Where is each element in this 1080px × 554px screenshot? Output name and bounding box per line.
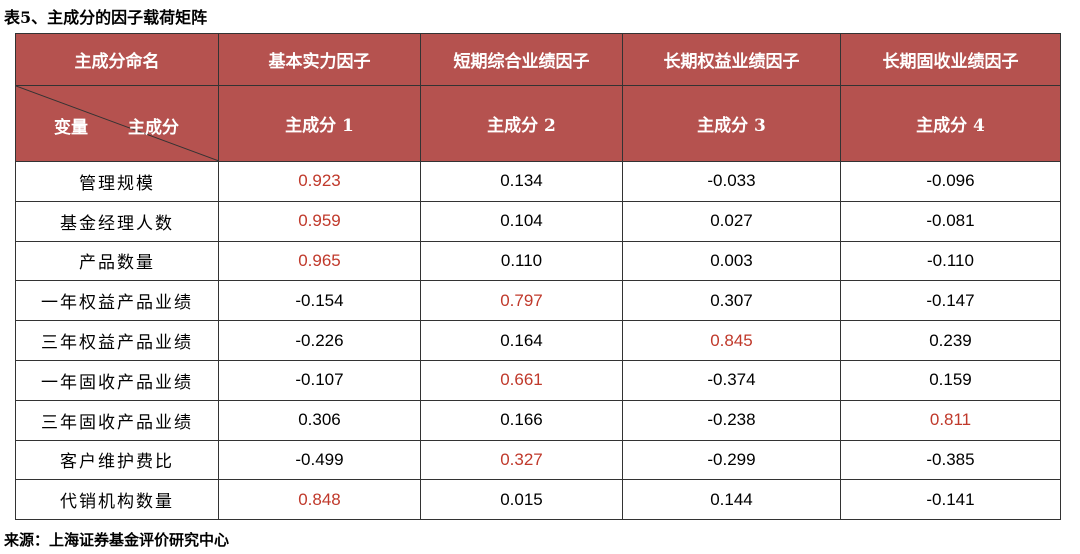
header-cell: 长期权益业绩因子 [622,33,841,86]
row-label: 代销机构数量 [15,479,219,521]
header-cell: 短期综合业绩因子 [420,33,623,86]
corner-cell: 变量 主成分 [15,85,219,162]
cell: 0.959 [218,200,421,242]
cell: 0.797 [420,280,623,322]
cell: -0.147 [840,280,1061,322]
header-cell: 基本实力因子 [218,33,421,86]
corner-right: 主成分 [128,118,179,138]
cell: -0.141 [840,479,1061,521]
row-label: 一年固收产品业绩 [15,359,219,401]
row: 代销机构数量 0.848 0.015 0.144 -0.141 [15,479,1061,521]
subheader-cell: 主成分 2 [420,85,623,162]
cell: 0.923 [218,161,421,202]
cell: 0.965 [218,240,421,282]
header-cell: 长期固收业绩因子 [840,33,1061,86]
row: 一年权益产品业绩 -0.154 0.797 0.307 -0.147 [15,280,1061,322]
row: 客户维护费比 -0.499 0.327 -0.299 -0.385 [15,439,1061,481]
cell: 0.811 [840,399,1061,441]
cell: -0.226 [218,320,421,361]
row-label: 管理规模 [15,161,219,202]
row: 管理规模 0.923 0.134 -0.033 -0.096 [15,161,1061,202]
source-note: 来源：上海证券基金评价研究中心 [4,531,230,549]
cell: -0.374 [622,359,841,401]
cell: 0.003 [622,240,841,282]
row: 三年权益产品业绩 -0.226 0.164 0.845 0.239 [15,320,1061,361]
row-label: 客户维护费比 [15,439,219,481]
cell: -0.499 [218,439,421,481]
table-title: 表5、主成分的因子载荷矩阵 [4,8,208,27]
cell: 0.307 [622,280,841,322]
cell: 0.015 [420,479,623,521]
cell: -0.110 [840,240,1061,282]
cell: 0.134 [420,161,623,202]
cell: 0.104 [420,200,623,242]
cell: 0.144 [622,479,841,521]
cell: 0.159 [840,359,1061,401]
cell: -0.385 [840,439,1061,481]
cell: -0.033 [622,161,841,202]
cell: -0.081 [840,200,1061,242]
row-label: 产品数量 [15,240,219,282]
cell: 0.166 [420,399,623,441]
header-cell: 主成分命名 [15,33,219,86]
subheader-row: 变量 主成分 主成分 1 主成分 2 主成分 3 主成分 4 [15,85,1061,162]
cell: -0.096 [840,161,1061,202]
cell: -0.107 [218,359,421,401]
row-label: 一年权益产品业绩 [15,280,219,322]
cell: 0.164 [420,320,623,361]
corner-left: 变量 [54,118,88,138]
row-label: 基金经理人数 [15,200,219,242]
cell: 0.110 [420,240,623,282]
row-label: 三年固收产品业绩 [15,399,219,441]
subheader-cell: 主成分 1 [218,85,421,162]
row: 一年固收产品业绩 -0.107 0.661 -0.374 0.159 [15,359,1061,401]
subheader-cell: 主成分 3 [622,85,841,162]
cell: 0.848 [218,479,421,521]
row: 基金经理人数 0.959 0.104 0.027 -0.081 [15,200,1061,242]
cell: 0.306 [218,399,421,441]
cell: 0.027 [622,200,841,242]
cell: -0.238 [622,399,841,441]
cell: 0.661 [420,359,623,401]
header-row: 主成分命名 基本实力因子 短期综合业绩因子 长期权益业绩因子 长期固收业绩因子 [15,33,1061,86]
cell: -0.154 [218,280,421,322]
loading-matrix: 主成分命名 基本实力因子 短期综合业绩因子 长期权益业绩因子 长期固收业绩因子 … [15,33,1061,521]
cell: 0.239 [840,320,1061,361]
row: 三年固收产品业绩 0.306 0.166 -0.238 0.811 [15,399,1061,441]
cell: 0.327 [420,439,623,481]
row: 产品数量 0.965 0.110 0.003 -0.110 [15,240,1061,282]
cell: 0.845 [622,320,841,361]
cell: -0.299 [622,439,841,481]
diagonal [16,86,219,161]
subheader-cell: 主成分 4 [840,85,1061,162]
row-label: 三年权益产品业绩 [15,320,219,361]
